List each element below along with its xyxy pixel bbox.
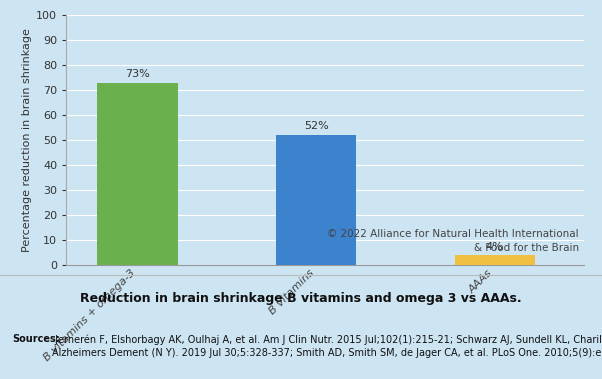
Text: Jernerén F, Elshorbagy AK, Oulhaj A, et al. Am J Clin Nutr. 2015 Jul;102(1):215-: Jernerén F, Elshorbagy AK, Oulhaj A, et … [52, 334, 602, 358]
Text: Reduction in brain shrinkage B vitamins and omega 3 vs AAAs.: Reduction in brain shrinkage B vitamins … [80, 292, 522, 305]
Text: Sources:: Sources: [12, 334, 60, 345]
Text: © 2022 Alliance for Natural Health International
& Food for the Brain: © 2022 Alliance for Natural Health Inter… [327, 229, 579, 253]
Y-axis label: Percentage reduction in brain shrinkage: Percentage reduction in brain shrinkage [22, 28, 32, 252]
Text: 73%: 73% [125, 69, 150, 79]
Text: 4%: 4% [486, 241, 503, 252]
Text: 52%: 52% [304, 122, 329, 132]
Bar [276, 135, 356, 265]
Bar [455, 255, 535, 265]
Bar [98, 83, 178, 265]
